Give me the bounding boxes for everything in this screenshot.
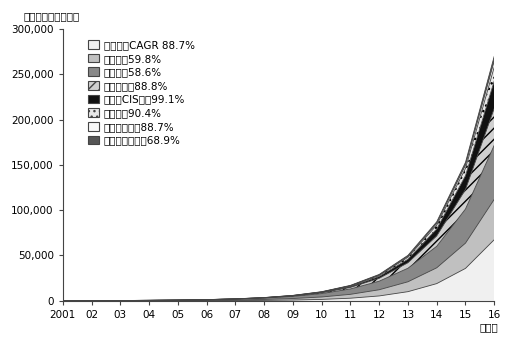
Legend: アジア：CAGR 88.7%, 欧州：同59.8%, 北米：同58.6%, 中南米：同88.8%, ロシアCIS：同99.1%, 中東：同90.4%, アフリカ: アジア：CAGR 88.7%, 欧州：同59.8%, 北米：同58.6%, 中南… (85, 37, 198, 149)
Text: （年）: （年） (480, 322, 499, 332)
Text: （ギガビット毎秒）: （ギガビット毎秒） (24, 11, 80, 21)
